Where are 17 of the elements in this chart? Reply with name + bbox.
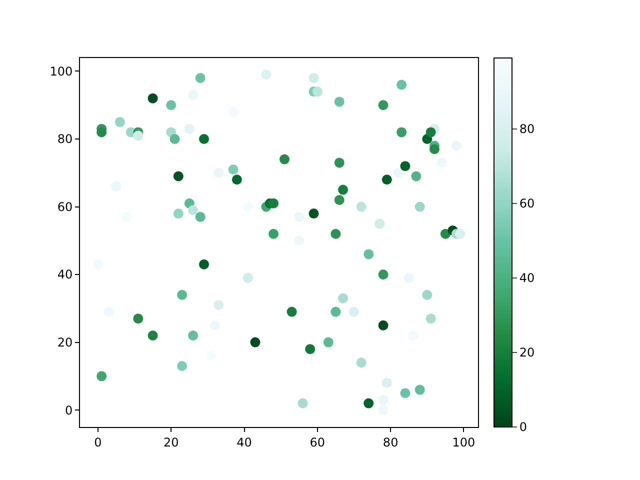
- y-tick-label: 100: [50, 64, 73, 78]
- color-bar-label: 40: [519, 271, 535, 286]
- y-tick-label: 60: [57, 200, 73, 214]
- y-tick-label: 0: [64, 403, 73, 418]
- y-tick-label: 80: [57, 132, 73, 146]
- x-tick-label: 0: [94, 435, 102, 450]
- x-tick-label: 20: [163, 435, 179, 450]
- color-bar-label: 80: [519, 122, 535, 136]
- y-tick-label: 20: [57, 335, 73, 350]
- x-tick-label: 60: [310, 435, 326, 450]
- x-tick-label: 100: [452, 435, 476, 450]
- color-bar-label: 20: [519, 346, 535, 360]
- x-tick-label: 80: [382, 435, 398, 450]
- y-tick-label: 40: [57, 268, 73, 282]
- color-bar-label: 0: [519, 420, 528, 434]
- color-bar-label: 60: [519, 196, 535, 211]
- x-tick-label: 40: [236, 435, 252, 450]
